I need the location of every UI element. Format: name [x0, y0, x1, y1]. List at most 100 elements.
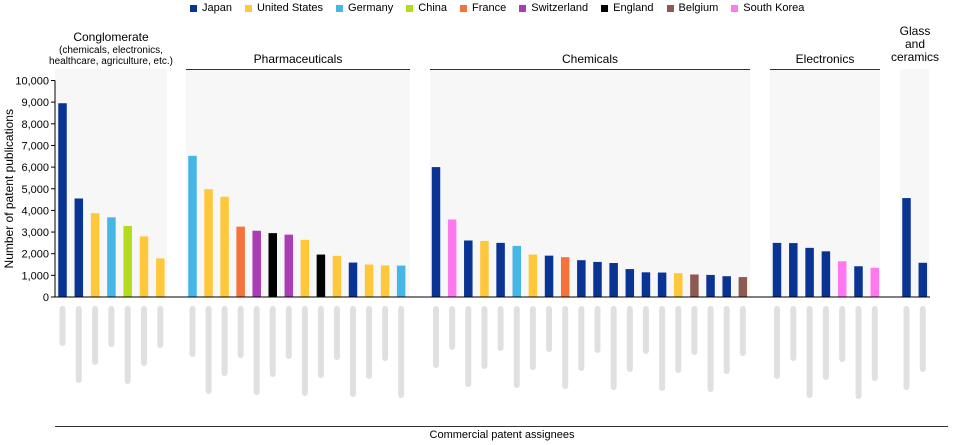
y-axis-title: Number of patent publications: [2, 109, 16, 268]
category-label-blurred: [903, 306, 910, 390]
category-label-blurred: [433, 306, 439, 368]
legend-swatch: [460, 4, 468, 12]
category-label-blurred: [465, 306, 472, 387]
legend-swatch: [244, 4, 252, 12]
category-label-blurred: [546, 306, 553, 352]
bar: [188, 155, 197, 297]
category-label-blurred: [610, 306, 617, 390]
bar: [74, 198, 84, 297]
bar: [284, 234, 294, 297]
legend-swatch: [601, 4, 609, 12]
bar: [609, 263, 618, 297]
bar: [854, 266, 863, 297]
category-label-blurred: [317, 306, 324, 378]
y-tick-label: 6,000: [21, 162, 49, 174]
chart-legend: Japan United States Germany China France Swit…: [190, 1, 817, 15]
category-label-blurred: [237, 306, 244, 358]
category-label-blurred: [269, 306, 276, 377]
group-label: Conglomerate: [73, 30, 149, 44]
category-label-blurred: [59, 306, 66, 346]
legend-item: England: [601, 1, 654, 15]
y-tick-label: 8,000: [21, 119, 49, 131]
bar: [690, 274, 699, 297]
bar: [364, 264, 374, 297]
bar: [464, 240, 473, 297]
bar: [789, 243, 798, 297]
category-label-blurred: [481, 306, 488, 369]
category-label-blurred: [822, 306, 829, 380]
y-tick-label: 4,000: [21, 205, 49, 217]
category-label-blurred: [871, 306, 878, 381]
category-label-blurred: [594, 306, 601, 353]
bar: [316, 254, 326, 297]
category-label-blurred: [350, 306, 356, 397]
category-label-blurred: [449, 306, 456, 350]
category-label-blurred: [513, 306, 520, 388]
bar: [204, 189, 213, 297]
legend-item: United States: [244, 1, 323, 15]
group-label: (chemicals, electronics,: [59, 45, 163, 56]
group-label: ceramics: [891, 50, 939, 64]
y-tick-label: 2,000: [21, 249, 49, 261]
bar: [252, 230, 261, 297]
category-label-blurred: [285, 306, 292, 359]
legend-item: Germany: [336, 1, 393, 15]
legend-item: South Korea: [731, 1, 804, 15]
bar: [512, 245, 521, 297]
category-label-blurred: [919, 306, 926, 372]
legend-swatch: [666, 4, 674, 12]
category-label-blurred: [124, 306, 131, 384]
bar: [123, 225, 132, 297]
y-tick-label: 5,000: [21, 184, 49, 196]
bar: [220, 196, 229, 297]
category-label-blurred: [855, 306, 862, 399]
bar: [90, 213, 100, 297]
category-label-blurred: [529, 306, 536, 370]
legend-swatch: [731, 4, 739, 12]
category-label-blurred: [108, 306, 115, 347]
y-tick-label: 3,000: [21, 227, 49, 239]
category-label-blurred: [562, 306, 569, 389]
category-label-blurred: [92, 306, 99, 365]
legend-item: China: [406, 1, 447, 15]
legend-label: South Korea: [743, 2, 805, 14]
bar: [657, 272, 667, 297]
legend-swatch: [406, 4, 414, 12]
bar: [837, 261, 847, 297]
bar: [577, 260, 586, 297]
category-label-blurred: [382, 306, 389, 361]
bar: [821, 251, 831, 297]
group-label: Pharmaceuticals: [254, 52, 343, 66]
bar: [674, 273, 683, 297]
y-tick-label: 10,000: [15, 76, 49, 88]
y-tick-label: 0: [43, 292, 49, 304]
bar: [139, 236, 149, 297]
legend-label: Germany: [348, 2, 394, 14]
category-label-blurred: [157, 306, 164, 348]
category-label-blurred: [75, 306, 82, 383]
bar: [918, 262, 928, 297]
bar: [107, 217, 116, 297]
bar: [560, 257, 570, 297]
group-background: [186, 69, 410, 297]
category-label-blurred: [626, 306, 633, 372]
category-label-blurred: [790, 306, 797, 361]
legend-item: Switzerland: [519, 1, 588, 15]
legend-swatch: [336, 4, 344, 12]
category-label-blurred: [739, 306, 746, 356]
category-label-blurred: [398, 306, 405, 398]
x-axis-title: Commercial patent assignees: [430, 429, 575, 441]
category-label-blurred: [221, 306, 228, 376]
bar: [268, 233, 277, 297]
legend-label: Japan: [202, 2, 232, 14]
bar: [332, 255, 342, 297]
category-label-blurred: [839, 306, 846, 362]
legend-item: France: [460, 1, 506, 15]
bar: [236, 226, 245, 297]
category-label-blurred: [497, 306, 504, 351]
bar: [625, 269, 635, 297]
y-tick-label: 7,000: [21, 140, 49, 152]
bar: [722, 276, 731, 297]
category-label-blurred: [774, 306, 780, 379]
